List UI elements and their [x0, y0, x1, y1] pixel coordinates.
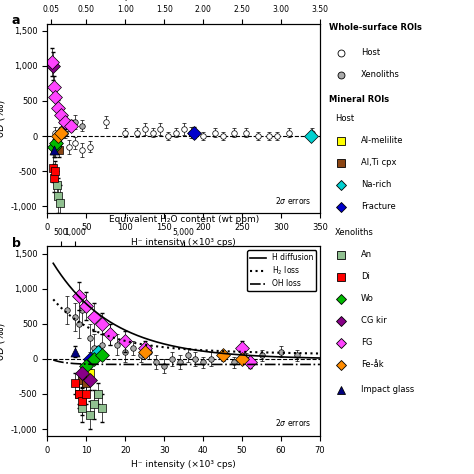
Point	[67, 122, 74, 129]
Point	[79, 397, 86, 405]
Text: Xenoliths: Xenoliths	[361, 70, 400, 79]
Text: Fe-åk: Fe-åk	[361, 360, 383, 369]
Text: a: a	[12, 14, 20, 27]
Text: FG: FG	[361, 338, 372, 347]
Point	[58, 129, 65, 137]
Text: Wo: Wo	[361, 294, 374, 303]
Point	[238, 345, 246, 352]
Point	[121, 337, 129, 345]
Point	[54, 104, 61, 112]
Point	[79, 404, 86, 412]
Point	[55, 192, 62, 200]
Text: Fracture: Fracture	[361, 202, 395, 211]
Point	[82, 302, 90, 310]
Point	[141, 345, 148, 352]
Point	[50, 83, 57, 91]
Point	[56, 199, 64, 207]
Point	[106, 330, 113, 338]
Point	[75, 390, 82, 398]
Text: Al-melilite: Al-melilite	[361, 136, 403, 145]
Point	[86, 411, 94, 419]
Point	[53, 182, 61, 189]
Point	[71, 380, 79, 387]
Text: Xenoliths: Xenoliths	[335, 228, 374, 237]
Point	[94, 390, 102, 398]
Text: Host: Host	[361, 48, 380, 57]
Point	[82, 380, 90, 387]
Point	[91, 313, 98, 320]
X-axis label: H⁻ intensity (×10³ cps): H⁻ intensity (×10³ cps)	[131, 460, 236, 469]
X-axis label: Equivalent H₂O content (wt%): Equivalent H₂O content (wt%)	[116, 0, 252, 1]
Point	[50, 174, 57, 182]
Point	[238, 355, 246, 363]
Point	[86, 369, 94, 377]
X-axis label: Equivalent H₂O content (wt ppm): Equivalent H₂O content (wt ppm)	[109, 215, 259, 224]
Text: $2\sigma$ errors: $2\sigma$ errors	[275, 418, 312, 428]
Text: Na-rich: Na-rich	[361, 181, 391, 190]
Point	[307, 132, 314, 140]
Point	[86, 376, 94, 383]
Text: Al,Ti cpx: Al,Ti cpx	[361, 158, 396, 167]
Point	[141, 348, 148, 356]
Point	[53, 139, 61, 147]
Point	[98, 404, 106, 412]
Point	[52, 139, 60, 147]
Y-axis label: δD (‰): δD (‰)	[0, 323, 6, 360]
Point	[82, 362, 90, 370]
Point	[86, 355, 94, 363]
Point	[91, 355, 98, 363]
Point	[98, 320, 106, 328]
Point	[71, 348, 79, 356]
Point	[48, 58, 56, 66]
Point	[79, 369, 86, 377]
Point	[55, 146, 63, 154]
Text: An: An	[361, 250, 372, 259]
Point	[49, 164, 57, 172]
Point	[51, 167, 59, 175]
Point	[50, 146, 57, 154]
X-axis label: H⁻ intensity (×10³ cps): H⁻ intensity (×10³ cps)	[131, 237, 236, 246]
Point	[57, 111, 64, 119]
Point	[51, 146, 59, 154]
Text: b: b	[12, 237, 21, 250]
Text: $2\sigma$ errors: $2\sigma$ errors	[275, 195, 312, 206]
Point	[54, 132, 61, 140]
Text: Impact glass: Impact glass	[361, 385, 414, 394]
Text: Mineral ROIs: Mineral ROIs	[329, 95, 390, 104]
Legend: H diffusion, H$_2$ loss, OH loss: H diffusion, H$_2$ loss, OH loss	[247, 250, 316, 292]
Text: Di: Di	[361, 272, 370, 281]
Point	[79, 376, 86, 383]
Point	[75, 292, 82, 300]
Point	[61, 118, 68, 126]
Text: Whole-surface ROIs: Whole-surface ROIs	[329, 23, 422, 32]
Point	[75, 390, 82, 398]
Point	[49, 62, 57, 70]
Text: CG kir: CG kir	[361, 316, 386, 325]
Point	[246, 358, 254, 366]
Point	[98, 352, 106, 359]
Point	[190, 129, 198, 137]
Point	[51, 94, 59, 101]
Point	[94, 348, 102, 356]
Point	[219, 352, 227, 359]
Text: Host: Host	[335, 114, 354, 123]
Y-axis label: δD (‰): δD (‰)	[0, 100, 6, 137]
Point	[82, 390, 90, 398]
Point	[91, 401, 98, 408]
Point	[51, 143, 58, 150]
